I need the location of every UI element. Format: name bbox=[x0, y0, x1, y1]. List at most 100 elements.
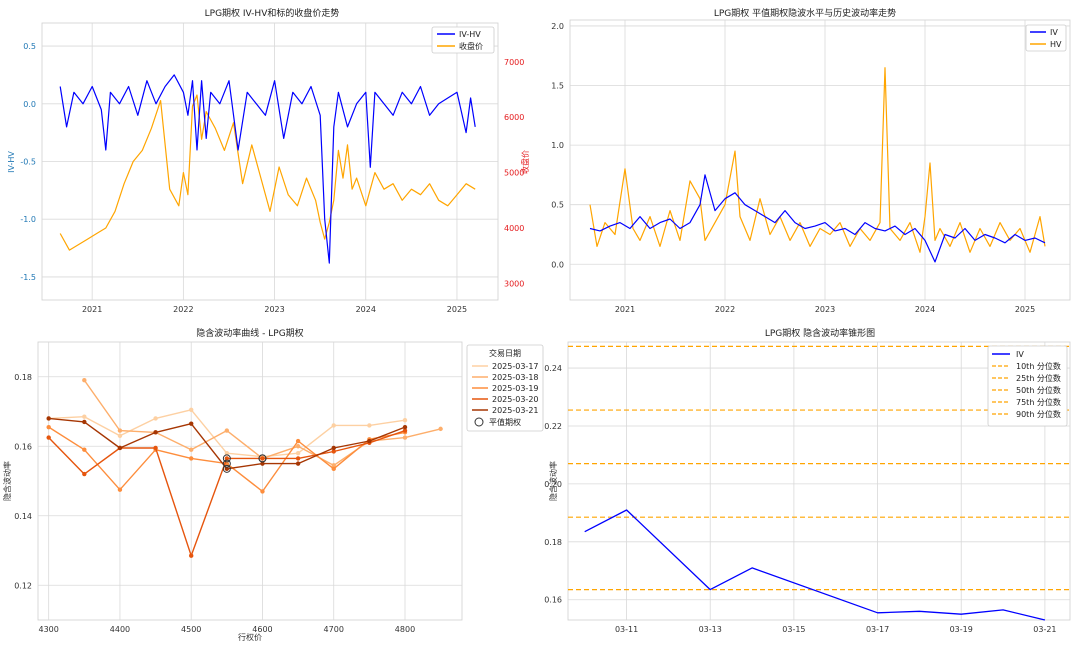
chart2-ytick: 2.0 bbox=[551, 22, 564, 31]
chart4-xtick: 03-15 bbox=[782, 625, 805, 634]
chart1-xtick: 2025 bbox=[447, 305, 467, 314]
chart3-point bbox=[189, 553, 194, 558]
chart1-ylabel: IV-HV bbox=[7, 151, 16, 173]
chart3-point bbox=[331, 466, 336, 472]
chart4-ytick: 0.22 bbox=[544, 422, 562, 431]
chart3-point bbox=[153, 416, 158, 421]
chart3-point bbox=[295, 461, 301, 466]
chart3-plot-area bbox=[37, 341, 463, 621]
chart4-legend: IV 10th 分位数 25th 分位数 50th 分位数 75th 分位数 90th … bbox=[987, 345, 1068, 427]
chart3-legend-item: 2025-03-19 bbox=[492, 384, 539, 393]
chart2-plot-area bbox=[569, 19, 1071, 301]
chart3-legend-item: 2025-03-17 bbox=[492, 362, 539, 371]
chart2-title: LPG期权 平值期权隐波水平与历史波动率走势 bbox=[714, 7, 896, 19]
chart3-point bbox=[82, 471, 87, 477]
chart3-point bbox=[367, 423, 372, 428]
chart4-line-iv bbox=[584, 509, 1046, 621]
chart3-point bbox=[295, 451, 301, 456]
chart3-legend-atm-marker bbox=[474, 417, 484, 427]
chart2-xtick: 2024 bbox=[915, 305, 935, 314]
chart1-xtick: 2023 bbox=[264, 305, 284, 314]
chart3-ytick: 0.18 bbox=[14, 373, 32, 382]
chart2-ytick: 0.5 bbox=[551, 201, 564, 210]
chart2-xtick: 2022 bbox=[715, 305, 735, 314]
chart-iv-cone: LPG期权 隐含波动率锥形图 03-11 03-13 03-15 03-17 03-19… bbox=[544, 327, 1071, 634]
chart3-point bbox=[117, 487, 123, 492]
chart1-title: LPG期权 IV-HV和标的收盘价走势 bbox=[205, 7, 340, 19]
chart3-point bbox=[189, 407, 194, 412]
chart1-ylabel-right: 收盘价 bbox=[520, 150, 530, 174]
chart3-title: 隐含波动率曲线 - LPG期权 bbox=[196, 327, 303, 339]
chart3-point bbox=[224, 466, 230, 472]
chart3-point bbox=[295, 438, 301, 444]
chart3-xtick: 4400 bbox=[110, 625, 130, 634]
chart3-point bbox=[117, 428, 123, 433]
chart3-point bbox=[224, 451, 230, 456]
chart3-ytick: 0.14 bbox=[14, 512, 32, 521]
chart1-legend-close: 收盘价 bbox=[459, 41, 483, 51]
chart3-legend-title: 交易日期 bbox=[489, 348, 521, 358]
chart3-point bbox=[82, 447, 87, 452]
chart1-ytick-right: 5000 bbox=[504, 169, 524, 178]
chart3-point bbox=[82, 419, 87, 425]
chart3-point bbox=[153, 445, 158, 451]
chart3-point bbox=[46, 424, 51, 430]
chart1-ytick-right: 3000 bbox=[504, 279, 524, 288]
chart3-point bbox=[117, 445, 123, 451]
chart1-legend-ivhv: IV-HV bbox=[459, 30, 481, 39]
chart-iv-smile: 隐含波动率曲线 - LPG期权 4300 4400 4500 4600 4700 4800… bbox=[2, 327, 544, 642]
chart4-xtick: 03-11 bbox=[615, 625, 638, 634]
chart1-line-close bbox=[59, 94, 476, 251]
chart3-point bbox=[82, 378, 87, 383]
chart3-point bbox=[438, 426, 443, 432]
chart1-ytick: -0.5 bbox=[20, 158, 36, 167]
chart2-xtick: 2021 bbox=[615, 305, 635, 314]
chart3-point bbox=[46, 435, 51, 440]
chart4-ytick: 0.24 bbox=[544, 364, 562, 373]
chart1-ytick: -1.0 bbox=[20, 215, 36, 224]
chart3-line-2025-03-20 bbox=[48, 429, 406, 557]
chart4-title: LPG期权 隐含波动率锥形图 bbox=[765, 327, 875, 339]
chart1-line-ivhv bbox=[59, 74, 476, 264]
chart1-ytick: 0.0 bbox=[23, 100, 36, 109]
chart1-xtick: 2021 bbox=[82, 305, 102, 314]
chart1-ytick: -1.5 bbox=[20, 273, 36, 282]
chart1-xtick: 2022 bbox=[173, 305, 193, 314]
chart2-line-iv bbox=[589, 174, 1046, 263]
chart4-xtick: 03-19 bbox=[950, 625, 973, 634]
chart3-point bbox=[402, 417, 408, 423]
chart3-point bbox=[295, 444, 301, 449]
chart2-ytick: 1.0 bbox=[551, 141, 564, 150]
chart4-xtick: 03-13 bbox=[699, 625, 722, 634]
chart3-point bbox=[82, 414, 87, 419]
chart1-xtick: 2024 bbox=[356, 305, 376, 314]
chart2-ytick: 1.5 bbox=[551, 82, 564, 91]
chart3-point bbox=[189, 447, 194, 452]
chart4-xtick: 03-21 bbox=[1033, 625, 1056, 634]
chart3-ylabel: 隐含波动率 bbox=[2, 461, 12, 501]
chart4-plot-area bbox=[567, 341, 1071, 621]
chart3-atm-marker bbox=[222, 464, 231, 473]
chart1-ytick-right: 6000 bbox=[504, 113, 524, 122]
chart4-legend-iv: IV bbox=[1016, 350, 1024, 359]
chart3-legend-item: 2025-03-20 bbox=[492, 395, 539, 404]
chart3-point bbox=[260, 489, 265, 494]
chart-atm-iv-hv: LPG期权 平值期权隐波水平与历史波动率走势 2021 2022 2023 2024 2… bbox=[551, 7, 1071, 314]
chart3-atm-marker bbox=[222, 459, 231, 468]
chart3-point bbox=[295, 456, 301, 461]
chart3-xtick: 4800 bbox=[395, 625, 415, 634]
chart3-point bbox=[331, 445, 336, 451]
chart4-ytick: 0.16 bbox=[544, 596, 562, 605]
chart3-point bbox=[189, 456, 194, 461]
chart4-ytick: 0.18 bbox=[544, 538, 562, 547]
chart3-xtick: 4500 bbox=[181, 625, 201, 634]
chart2-xtick: 2023 bbox=[815, 305, 835, 314]
chart4-legend-item: 10th 分位数 bbox=[1016, 361, 1061, 371]
chart3-line-2025-03-17 bbox=[48, 409, 406, 458]
chart2-xtick: 2025 bbox=[1015, 305, 1035, 314]
chart2-legend: IV HV bbox=[1025, 24, 1067, 52]
chart3-xtick: 4300 bbox=[39, 625, 59, 634]
chart4-legend-item: 50th 分位数 bbox=[1016, 385, 1061, 395]
chart3-legend-item: 2025-03-18 bbox=[492, 373, 539, 382]
